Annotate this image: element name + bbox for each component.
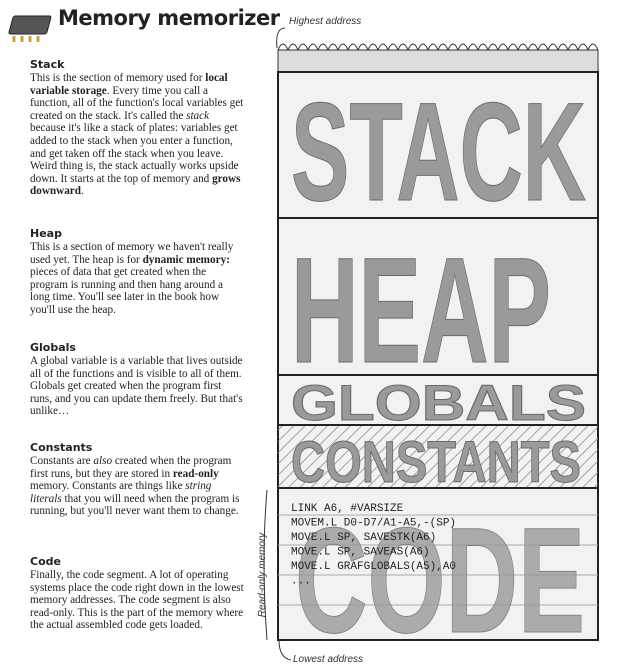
text-run: also xyxy=(93,455,113,467)
segment-label: GLOBALS xyxy=(291,375,586,431)
section: Heap This is a section of memory we haven… xyxy=(30,227,244,317)
text-run: created when the program first runs, but… xyxy=(30,455,232,480)
section-heading: Constants xyxy=(30,441,93,454)
text-run: This is the section of memory used for xyxy=(30,72,206,84)
section-body: A global variable is a variable that liv… xyxy=(30,355,244,418)
brace xyxy=(263,489,268,641)
text-run: read-only xyxy=(172,467,219,480)
text-run: memory. Constants are things like xyxy=(30,480,186,493)
text-run: that you will need when the program is r… xyxy=(30,492,240,518)
section-heading: Heap xyxy=(30,227,62,240)
section-body: This is the section of memory used for l… xyxy=(30,72,244,198)
code-line: MOVEM.L D0-D7/A1-A5,-(SP) xyxy=(291,518,456,530)
text-run: Constants are xyxy=(30,455,94,467)
section: Constants Constants are also created when… xyxy=(30,441,244,518)
code-line: MOVE.L SP, SAVESTK(A6) xyxy=(291,532,436,544)
section-heading: Code xyxy=(30,555,61,568)
chip-icon xyxy=(8,15,52,42)
text-run: This is a section of memory we haven't r… xyxy=(30,241,234,266)
code-line: MOVE.L GRAFGLOBALS(A5),A0 xyxy=(291,561,456,573)
side-label: Read-only memory xyxy=(257,532,268,617)
text-run: pieces of data that get created when the… xyxy=(30,266,223,316)
section-heading: Stack xyxy=(30,58,65,71)
segment-label: HEAP xyxy=(291,226,551,394)
text-run: because it's like a stack of plates: var… xyxy=(30,122,239,185)
section-body: Constants are also created when the prog… xyxy=(30,455,244,518)
section: Code Finally, the code segment. A lot of … xyxy=(30,555,244,632)
section-body: Finally, the code segment. A lot of oper… xyxy=(30,569,244,632)
text-run: dynamic memory: xyxy=(142,253,230,266)
arrow xyxy=(276,27,286,49)
section: Globals A global variable is a variable t… xyxy=(30,341,244,418)
title: Memory memorizer xyxy=(58,6,280,30)
code-line: ... xyxy=(291,576,311,588)
grass xyxy=(277,43,599,52)
section-heading: Globals xyxy=(30,341,76,354)
text-run: . Every time you call a function, all of… xyxy=(30,84,244,122)
text-run: grows downward xyxy=(30,172,241,198)
text-run: local variable storage xyxy=(30,72,228,97)
soil xyxy=(277,49,599,73)
code-line: LINK A6, #VARSIZE xyxy=(291,503,404,515)
hatch xyxy=(278,425,598,488)
bricks xyxy=(278,514,598,606)
text-run: stack xyxy=(186,109,210,122)
segment-label: CONSTANTS xyxy=(291,430,581,495)
arrow xyxy=(278,639,292,661)
dividers xyxy=(278,217,598,489)
text-run: string literals xyxy=(30,480,212,505)
text-run: A global variable is a variable that liv… xyxy=(30,355,243,418)
code-lines: LINK A6, #VARSIZE MOVEM.L D0-D7/A1-A5,-(S… xyxy=(291,503,456,588)
code-line: MOVE.L SP, SAVEAS(A6) xyxy=(291,547,430,559)
memory-diagram: Highest address Lowest address Read-only… xyxy=(257,16,599,665)
segment-label: CODE xyxy=(295,496,585,664)
section: Stack This is the section of memory used … xyxy=(30,58,244,198)
section-body: This is a section of memory we haven't r… xyxy=(30,241,244,317)
top-label: Highest address xyxy=(289,16,361,27)
text-run: . xyxy=(80,185,84,198)
bottom-label: Lowest address xyxy=(293,654,363,665)
segment-label: STACK xyxy=(291,73,586,230)
text-run: Finally, the code segment. A lot of oper… xyxy=(30,569,244,632)
